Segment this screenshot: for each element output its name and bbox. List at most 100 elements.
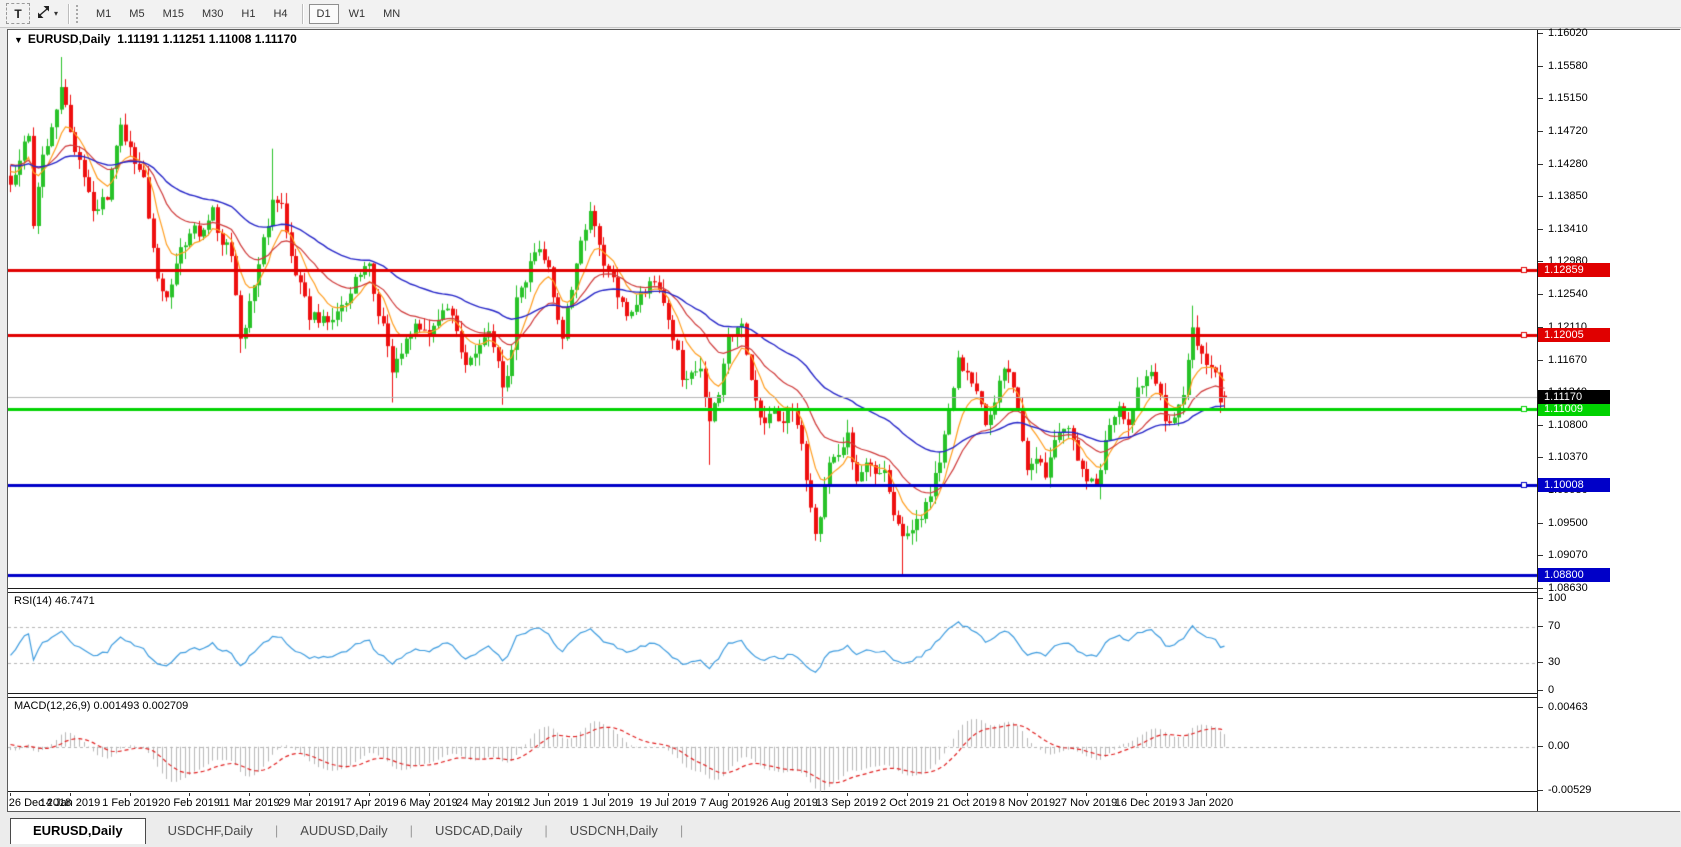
rsi-indicator-label: RSI(14) 46.7471 (14, 595, 95, 607)
tab-separator: | (409, 823, 413, 838)
toolbar-grip[interactable] (76, 4, 82, 23)
toolbar-separator (301, 3, 303, 24)
price-tick-mark (1538, 33, 1543, 34)
rsi-panel[interactable]: RSI(14) 46.7471 (8, 592, 1537, 694)
price-tick-label: 1.11670 (1548, 354, 1587, 366)
toolbar-separator (68, 3, 70, 24)
date-tick-label: 27 Nov 2019 (1054, 797, 1118, 809)
macd-tick-mark (1538, 707, 1543, 708)
price-tick-mark (1538, 555, 1543, 556)
timeframe-button-h1[interactable]: H1 (233, 4, 263, 24)
price-tick-mark (1538, 98, 1543, 99)
date-tick-label: 7 Aug 2019 (700, 797, 756, 809)
price-axis[interactable]: 1.16020 1.15580 1.15150 1.14720 1.14280 1.138… (1538, 27, 1681, 811)
rsi-canvas[interactable] (8, 594, 1537, 694)
date-axis[interactable]: 26 Dec 2018 14 Jan 2019 1 Feb 2019 20 Feb 2… (8, 793, 1537, 810)
price-axis-border (1537, 30, 1538, 811)
tab-separator: | (544, 823, 548, 838)
date-tick-mark (608, 793, 609, 796)
price-tick-mark (1538, 261, 1543, 262)
text-tool-label: T (14, 6, 22, 21)
rsi-tick-mark (1538, 626, 1543, 627)
timeframe-button-d1[interactable]: D1 (308, 3, 339, 24)
price-line-badge: 1.12005 (1538, 328, 1610, 342)
date-tick-label: 1 Jul 2019 (582, 797, 634, 809)
price-chart-canvas[interactable] (8, 30, 1537, 588)
chart-tab-bar: EURUSD,Daily USDCHF,Daily | AUDUSD,Daily… (0, 816, 1681, 844)
date-tick-mark (1146, 793, 1147, 796)
price-tick-label: 1.13410 (1548, 223, 1588, 235)
macd-tick-mark (1538, 746, 1543, 747)
price-line-badge: 1.12859 (1538, 263, 1610, 277)
collapse-icon: ▼ (14, 35, 23, 45)
tab-separator: | (679, 823, 684, 838)
price-tick-label: 1.14280 (1548, 158, 1588, 170)
tab-separator: | (274, 823, 279, 838)
price-tick-label: 1.12540 (1548, 288, 1588, 300)
pointer-tool-button[interactable]: ▾ (32, 3, 62, 24)
date-tick-label: 24 May 2019 (456, 797, 520, 809)
date-tick-mark (907, 793, 908, 796)
timeframe-button-h4[interactable]: H4 (265, 4, 295, 24)
chart-title[interactable]: ▼ EURUSD,Daily 1.11191 1.11251 1.11008 1.… (14, 32, 297, 46)
price-tick-label: 1.15580 (1548, 60, 1588, 72)
price-panel[interactable]: ▼ EURUSD,Daily 1.11191 1.11251 1.11008 1.… (8, 30, 1537, 589)
date-tick-mark (70, 793, 71, 796)
date-tick-label: 3 Jan 2020 (1178, 797, 1234, 809)
timeframe-button-m5[interactable]: M5 (121, 4, 152, 24)
tab-eurusd-daily[interactable]: EURUSD,Daily (10, 818, 146, 844)
date-tick-label: 19 Jul 2019 (639, 797, 697, 809)
timeframe-button-m30[interactable]: M30 (194, 4, 231, 24)
date-tick-mark (249, 793, 250, 796)
date-tick-mark (369, 793, 370, 796)
macd-tick-mark (1538, 790, 1543, 791)
date-tick-label: 13 Sep 2019 (815, 797, 879, 809)
date-tick-label: 11 Mar 2019 (218, 797, 280, 809)
timeframe-button-mn[interactable]: MN (375, 4, 408, 24)
price-line-badge: 1.10008 (1538, 478, 1610, 492)
price-tick-mark (1538, 425, 1543, 426)
rsi-tick-label: 70 (1548, 620, 1561, 632)
tab-usdcnh-daily[interactable]: USDCNH,Daily (569, 823, 658, 838)
date-tick-label: 6 May 2019 (400, 797, 458, 809)
date-tick-mark (189, 793, 190, 796)
date-tick-mark (1027, 793, 1028, 796)
date-tick-mark (668, 793, 669, 796)
date-tick-label: 2 Oct 2019 (880, 797, 934, 809)
price-tick-label: 1.10370 (1548, 451, 1588, 463)
date-tick-mark (429, 793, 430, 796)
current-price-badge: 1.11170 (1538, 390, 1610, 404)
price-tick-mark (1538, 457, 1543, 458)
timeframe-button-m1[interactable]: M1 (88, 4, 119, 24)
date-tick-mark (787, 793, 788, 796)
rsi-tick-label: 30 (1548, 656, 1561, 668)
date-tick-label: 1 Feb 2019 (102, 797, 158, 809)
macd-canvas[interactable] (8, 699, 1537, 792)
chart-window: ▼ EURUSD,Daily 1.11191 1.11251 1.11008 1.… (7, 27, 1681, 812)
price-tick-mark (1538, 196, 1543, 197)
price-tick-label: 1.10800 (1548, 419, 1588, 431)
timeframe-button-m15[interactable]: M15 (155, 4, 192, 24)
price-tick-mark (1538, 66, 1543, 67)
price-tick-mark (1538, 360, 1543, 361)
chart-symbol-period: EURUSD,Daily (27, 32, 111, 46)
price-tick-label: 1.15150 (1548, 92, 1588, 104)
text-tool-button[interactable]: T (6, 3, 30, 24)
tab-audusd-daily[interactable]: AUDUSD,Daily (300, 823, 388, 838)
date-tick-label: 17 Apr 2019 (339, 797, 399, 809)
rsi-tick-mark (1538, 662, 1543, 663)
date-tick-label: 8 Nov 2019 (998, 797, 1056, 809)
date-tick-mark (1206, 793, 1207, 796)
price-tick-mark (1538, 229, 1543, 230)
macd-panel[interactable]: MACD(12,26,9) 0.001493 0.002709 (8, 697, 1537, 792)
price-line-badge: 1.11009 (1538, 402, 1610, 416)
tab-usdchf-daily[interactable]: USDCHF,Daily (167, 823, 253, 838)
tab-usdcad-daily[interactable]: USDCAD,Daily (435, 823, 523, 838)
top-toolbar: T ▾ M1 M5 M15 M30 H1 H4 D1 W1 MN (0, 0, 1681, 28)
timeframe-button-w1[interactable]: W1 (341, 4, 374, 24)
macd-tick-label: -0.00529 (1548, 784, 1592, 796)
pointer-arrows-icon (36, 5, 51, 22)
rsi-tick-mark (1538, 690, 1543, 691)
date-tick-label: 29 Mar 2019 (278, 797, 340, 809)
price-tick-mark (1538, 327, 1543, 328)
